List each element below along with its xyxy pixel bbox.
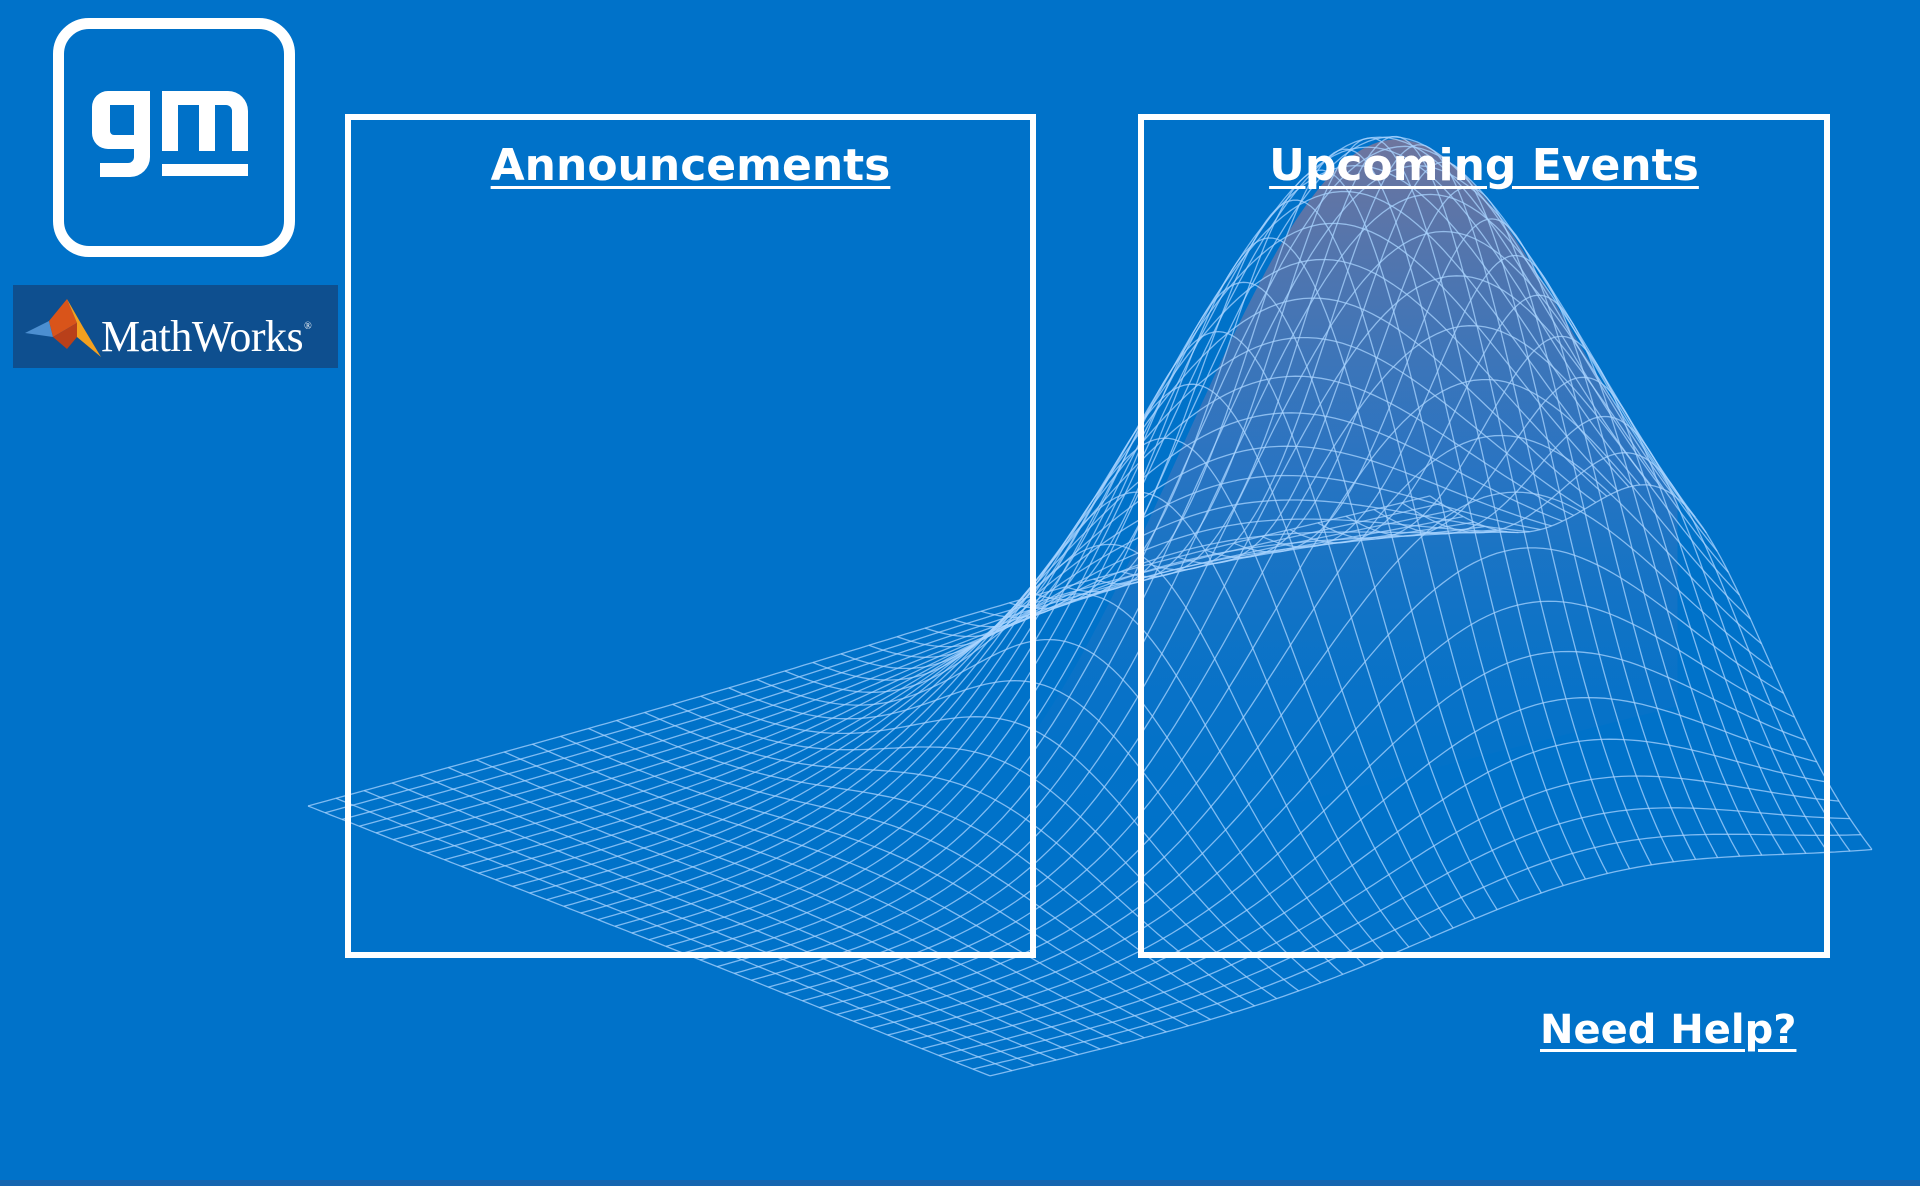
bottom-divider	[0, 1180, 1920, 1186]
mathworks-name: MathWorks	[101, 312, 304, 361]
upcoming-events-title: Upcoming Events	[1144, 140, 1824, 192]
gm-logo: gm	[53, 18, 295, 257]
mathworks-membrane-icon	[25, 299, 101, 357]
upcoming-events-link[interactable]: Upcoming Events	[1269, 140, 1699, 191]
registered-mark: ®	[304, 321, 312, 332]
need-help-link[interactable]: Need Help?	[1540, 1007, 1797, 1053]
upcoming-events-panel: Upcoming Events	[1138, 114, 1830, 958]
gm-logo-icon: gm	[92, 91, 248, 177]
mathworks-wordmark: MathWorks®	[101, 303, 312, 361]
mathworks-logo: MathWorks®	[13, 285, 338, 368]
announcements-title: Announcements	[351, 140, 1030, 192]
announcements-panel: Announcements	[345, 114, 1036, 958]
announcements-link[interactable]: Announcements	[490, 140, 891, 191]
